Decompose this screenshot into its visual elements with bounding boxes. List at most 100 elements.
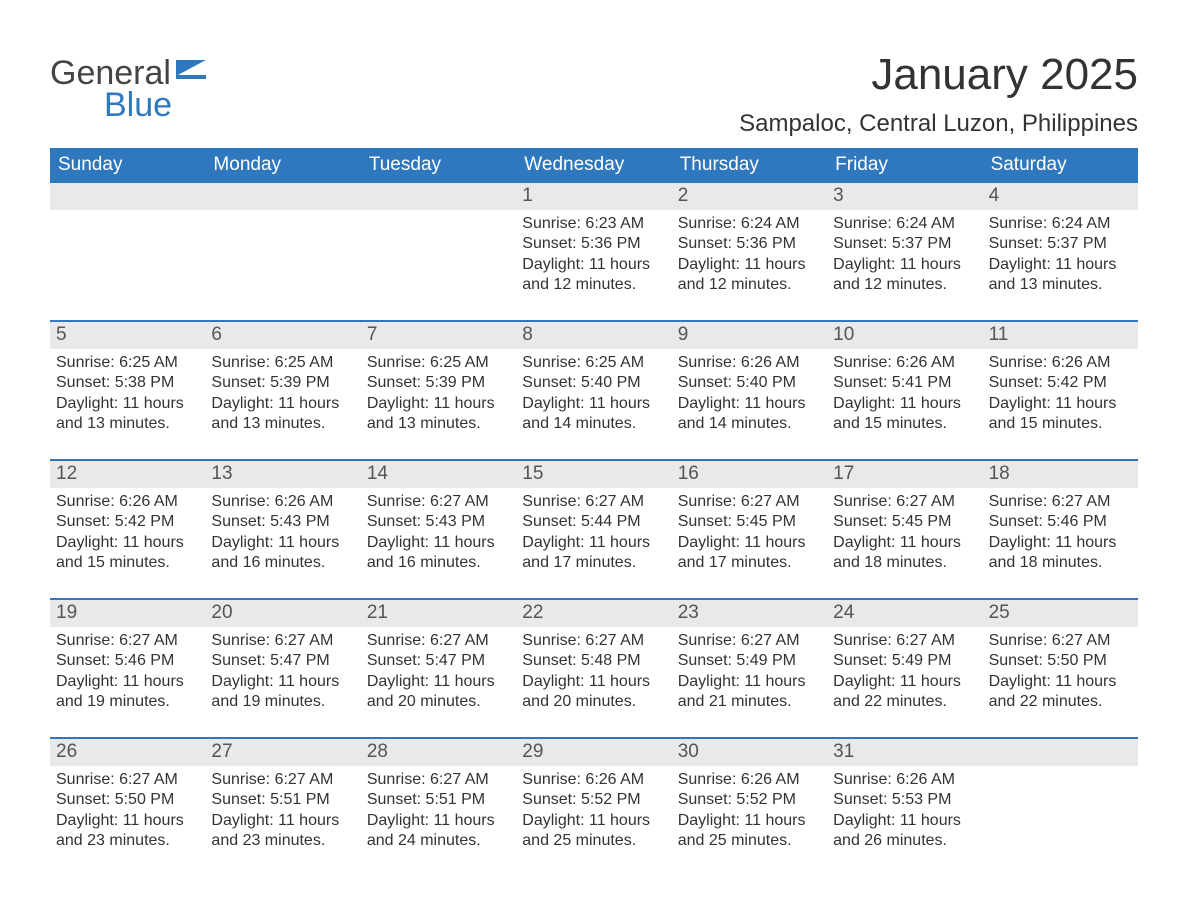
day-details: Sunrise: 6:26 AMSunset: 5:42 PMDaylight:… (983, 349, 1138, 445)
detail-line: Daylight: 11 hours (367, 533, 510, 553)
detail-line: and 14 minutes. (678, 414, 821, 434)
detail-line: Daylight: 11 hours (211, 672, 354, 692)
logo-word-general: General (50, 56, 172, 90)
detail-line: Sunset: 5:45 PM (678, 512, 821, 532)
detail-line: Daylight: 11 hours (367, 811, 510, 831)
day-number: 7 (361, 322, 516, 349)
detail-line: Sunrise: 6:26 AM (833, 770, 976, 790)
day-details: Sunrise: 6:26 AMSunset: 5:41 PMDaylight:… (827, 349, 982, 445)
day-number: 1 (516, 183, 671, 210)
week-block: 19202122232425Sunrise: 6:27 AMSunset: 5:… (50, 598, 1138, 723)
day-number: 3 (827, 183, 982, 210)
day-number: 22 (516, 600, 671, 627)
detail-line: Sunrise: 6:25 AM (211, 353, 354, 373)
detail-line: Daylight: 11 hours (211, 533, 354, 553)
day-number: 29 (516, 739, 671, 766)
weekday-header: Friday (827, 148, 982, 183)
detail-line: and 19 minutes. (56, 692, 199, 712)
detail-line: Daylight: 11 hours (211, 394, 354, 414)
day-number-row: 262728293031 (50, 739, 1138, 766)
location-subtitle: Sampaloc, Central Luzon, Philippines (739, 110, 1138, 138)
detail-line: and 20 minutes. (367, 692, 510, 712)
detail-line: and 25 minutes. (678, 831, 821, 851)
detail-line: Sunset: 5:43 PM (367, 512, 510, 532)
day-details: Sunrise: 6:24 AMSunset: 5:36 PMDaylight:… (672, 210, 827, 306)
weekday-header-row: Sunday Monday Tuesday Wednesday Thursday… (50, 148, 1138, 183)
day-details: Sunrise: 6:25 AMSunset: 5:38 PMDaylight:… (50, 349, 205, 445)
detail-line: Daylight: 11 hours (522, 672, 665, 692)
detail-line: Sunrise: 6:27 AM (56, 631, 199, 651)
weekday-header: Monday (205, 148, 360, 183)
logo-text-block: General Blue (50, 56, 172, 122)
detail-line: Sunset: 5:38 PM (56, 373, 199, 393)
detail-line: Daylight: 11 hours (56, 533, 199, 553)
day-details-row: Sunrise: 6:27 AMSunset: 5:50 PMDaylight:… (50, 766, 1138, 862)
day-details: Sunrise: 6:27 AMSunset: 5:47 PMDaylight:… (205, 627, 360, 723)
detail-line: Sunrise: 6:27 AM (56, 770, 199, 790)
detail-line: Sunrise: 6:26 AM (211, 492, 354, 512)
detail-line: Sunset: 5:49 PM (678, 651, 821, 671)
detail-line: Daylight: 11 hours (56, 811, 199, 831)
detail-line: Daylight: 11 hours (989, 533, 1132, 553)
detail-line: Sunset: 5:53 PM (833, 790, 976, 810)
detail-line: and 25 minutes. (522, 831, 665, 851)
day-details: Sunrise: 6:27 AMSunset: 5:50 PMDaylight:… (50, 766, 205, 862)
detail-line: Sunrise: 6:27 AM (678, 492, 821, 512)
detail-line: and 12 minutes. (678, 275, 821, 295)
detail-line: Daylight: 11 hours (522, 255, 665, 275)
detail-line: Sunset: 5:40 PM (522, 373, 665, 393)
detail-line: Daylight: 11 hours (678, 394, 821, 414)
detail-line: Daylight: 11 hours (989, 255, 1132, 275)
day-details: Sunrise: 6:27 AMSunset: 5:46 PMDaylight:… (50, 627, 205, 723)
detail-line: Daylight: 11 hours (833, 394, 976, 414)
day-details: Sunrise: 6:27 AMSunset: 5:45 PMDaylight:… (672, 488, 827, 584)
detail-line: Sunset: 5:37 PM (989, 234, 1132, 254)
detail-line: Sunset: 5:47 PM (211, 651, 354, 671)
day-number (205, 183, 360, 210)
day-details: Sunrise: 6:26 AMSunset: 5:53 PMDaylight:… (827, 766, 982, 862)
detail-line: Sunrise: 6:24 AM (678, 214, 821, 234)
detail-line: Sunrise: 6:23 AM (522, 214, 665, 234)
detail-line: Sunrise: 6:27 AM (522, 492, 665, 512)
weekday-header: Saturday (983, 148, 1138, 183)
detail-line: Daylight: 11 hours (833, 255, 976, 275)
week-block: 567891011Sunrise: 6:25 AMSunset: 5:38 PM… (50, 320, 1138, 445)
day-details: Sunrise: 6:27 AMSunset: 5:47 PMDaylight:… (361, 627, 516, 723)
detail-line: Sunrise: 6:27 AM (211, 770, 354, 790)
detail-line: and 12 minutes. (833, 275, 976, 295)
day-details: Sunrise: 6:26 AMSunset: 5:40 PMDaylight:… (672, 349, 827, 445)
day-number: 14 (361, 461, 516, 488)
detail-line: and 22 minutes. (989, 692, 1132, 712)
weekday-header: Tuesday (361, 148, 516, 183)
day-details-row: Sunrise: 6:27 AMSunset: 5:46 PMDaylight:… (50, 627, 1138, 723)
detail-line: Sunrise: 6:27 AM (367, 492, 510, 512)
detail-line: Sunset: 5:45 PM (833, 512, 976, 532)
day-number: 30 (672, 739, 827, 766)
detail-line: Sunset: 5:46 PM (989, 512, 1132, 532)
detail-line: and 13 minutes. (367, 414, 510, 434)
detail-line: Daylight: 11 hours (833, 672, 976, 692)
detail-line: Sunrise: 6:27 AM (678, 631, 821, 651)
detail-line: and 16 minutes. (211, 553, 354, 573)
day-number: 19 (50, 600, 205, 627)
detail-line: Sunset: 5:51 PM (367, 790, 510, 810)
day-number: 21 (361, 600, 516, 627)
detail-line: and 23 minutes. (211, 831, 354, 851)
detail-line: Sunset: 5:52 PM (522, 790, 665, 810)
day-details: Sunrise: 6:26 AMSunset: 5:52 PMDaylight:… (672, 766, 827, 862)
detail-line: Daylight: 11 hours (367, 394, 510, 414)
day-number: 6 (205, 322, 360, 349)
day-details (361, 210, 516, 306)
day-details: Sunrise: 6:27 AMSunset: 5:49 PMDaylight:… (672, 627, 827, 723)
weeks-container: 1234Sunrise: 6:23 AMSunset: 5:36 PMDayli… (50, 183, 1138, 862)
day-number: 24 (827, 600, 982, 627)
day-details (205, 210, 360, 306)
day-number: 20 (205, 600, 360, 627)
detail-line: Sunrise: 6:27 AM (367, 631, 510, 651)
detail-line: and 14 minutes. (522, 414, 665, 434)
detail-line: Daylight: 11 hours (56, 672, 199, 692)
detail-line: Sunset: 5:39 PM (367, 373, 510, 393)
day-details: Sunrise: 6:27 AMSunset: 5:51 PMDaylight:… (361, 766, 516, 862)
day-details: Sunrise: 6:27 AMSunset: 5:49 PMDaylight:… (827, 627, 982, 723)
day-details: Sunrise: 6:26 AMSunset: 5:42 PMDaylight:… (50, 488, 205, 584)
